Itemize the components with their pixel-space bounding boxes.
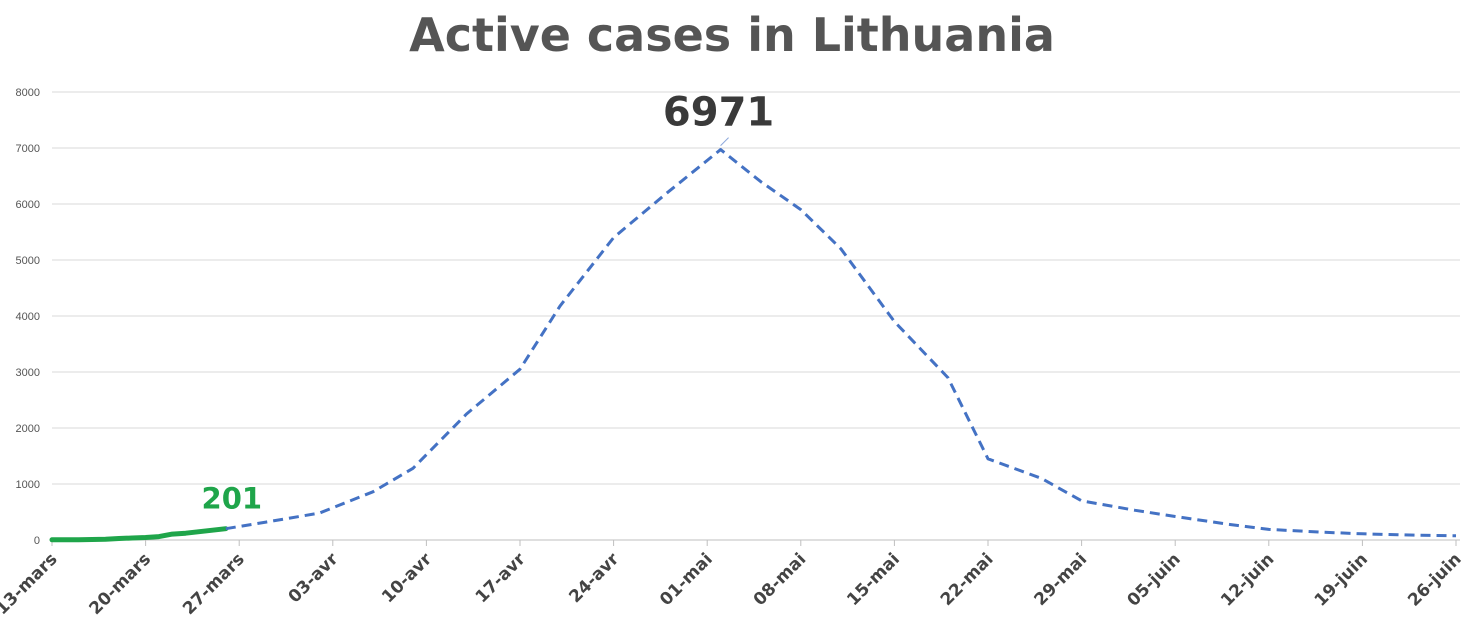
x-tick-label: 24-avr [565, 549, 623, 607]
last-value-label: 201 [202, 482, 263, 516]
x-tick-label: 12-juin [1217, 549, 1278, 610]
x-tick-label: 01-mai [656, 549, 717, 610]
x-tick-label: 27-mars [179, 549, 249, 619]
x-tick-label: 20-mars [86, 549, 156, 619]
x-axis: 13-mars 20-mars 27-mars 03-avr 10-avr 17-avr 2… [0, 539, 1464, 619]
x-tick-label: 15-mai [843, 549, 904, 610]
x-tick-label: 22-mai [937, 549, 998, 610]
x-tick-label: 05-juin [1124, 549, 1185, 610]
peak-leader-line [720, 137, 729, 146]
data-labels: 201 6971 [202, 90, 775, 516]
series-line-projection [225, 148, 1457, 538]
y-tick-label: 8000 [16, 87, 40, 99]
y-tick-label: 6000 [16, 199, 40, 211]
y-tick-label: 7000 [16, 143, 40, 155]
x-tick-label: 03-avr [285, 549, 343, 607]
x-tick-label: 13-mars [0, 549, 62, 619]
gridlines [52, 91, 1460, 541]
series-layer [49, 148, 1457, 543]
y-tick-label: 5000 [16, 255, 40, 267]
y-tick-label: 4000 [16, 311, 40, 323]
y-tick-label: 0 [34, 535, 40, 547]
y-tick-label: 3000 [16, 367, 40, 379]
x-tick-label: 10-avr [378, 549, 436, 607]
peak-value-label: 6971 [663, 90, 774, 136]
y-tick-label: 2000 [16, 423, 40, 435]
x-tick-label: 08-mai [750, 549, 811, 610]
series-line-actual [49, 526, 229, 543]
x-tick-label: 29-mai [1031, 549, 1092, 610]
x-tick-label: 17-avr [472, 549, 530, 607]
y-tick-label: 1000 [16, 479, 40, 491]
x-tick-label: 19-juin [1311, 549, 1372, 610]
chart-title: Active cases in Lithuania [409, 8, 1055, 62]
x-tick-label: 26-juin [1404, 549, 1464, 610]
y-axis: 0 1000 2000 3000 4000 5000 6000 7000 8000 [16, 87, 40, 547]
